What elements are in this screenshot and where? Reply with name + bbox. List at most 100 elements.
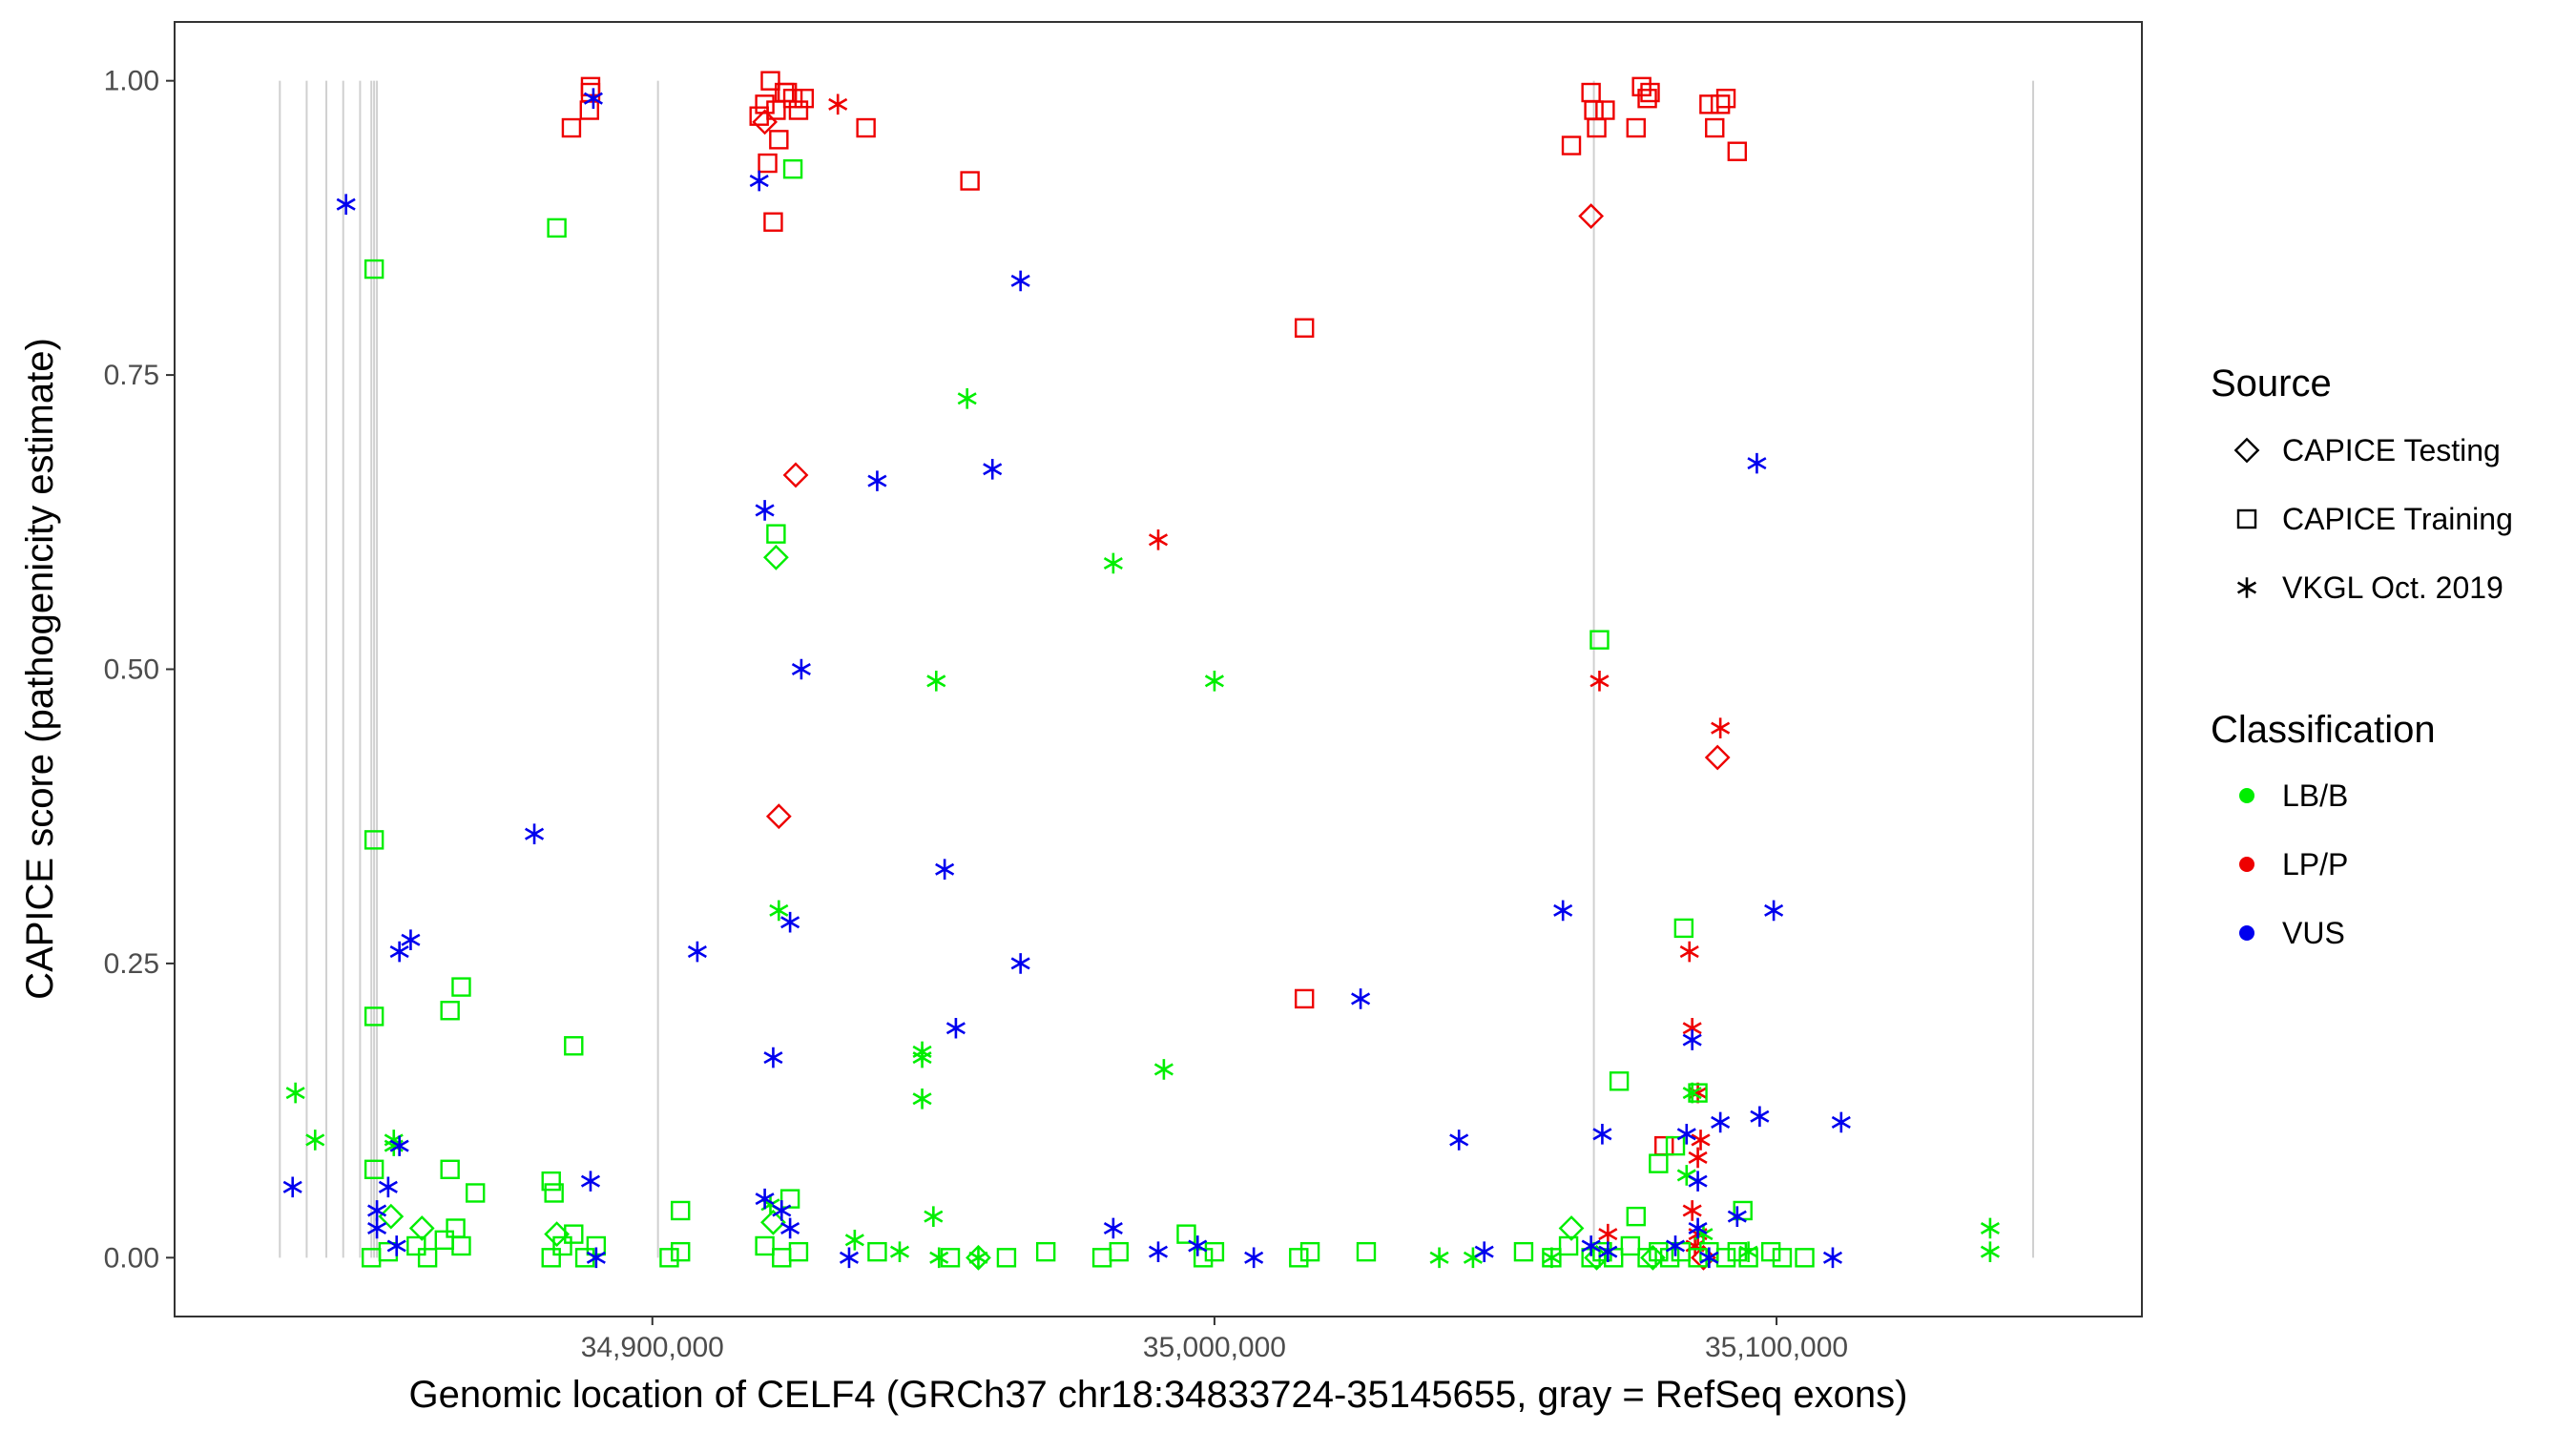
data-point xyxy=(1688,1248,1708,1268)
y-tick-label: 0.25 xyxy=(104,948,159,980)
legend-class-key xyxy=(2239,857,2254,872)
data-point xyxy=(763,1047,783,1068)
data-point xyxy=(779,1189,800,1209)
data-point xyxy=(1620,1235,1641,1256)
data-point xyxy=(1665,1135,1686,1156)
data-point xyxy=(1980,1241,2000,1262)
data-point xyxy=(1682,1082,1702,1104)
data-point xyxy=(1626,1206,1646,1227)
data-point xyxy=(1553,900,1573,922)
data-point xyxy=(926,671,946,692)
data-point xyxy=(766,524,786,544)
data-point xyxy=(687,941,707,963)
y-tick-label: 0.50 xyxy=(104,654,159,686)
data-point xyxy=(406,1235,426,1256)
data-point xyxy=(1637,88,1657,109)
data-point xyxy=(788,1241,809,1262)
data-point xyxy=(367,1200,387,1221)
data-point xyxy=(285,1082,305,1104)
data-point xyxy=(1589,630,1610,650)
data-point xyxy=(1747,452,1767,474)
data-point xyxy=(763,212,783,232)
data-point xyxy=(782,159,803,179)
data-point xyxy=(1626,117,1646,138)
data-point xyxy=(769,130,789,150)
y-axis-title: CAPICE score (pathogenicity estimate) xyxy=(19,338,61,1000)
data-point xyxy=(968,1247,988,1269)
data-point xyxy=(1676,1123,1696,1145)
data-point xyxy=(378,1203,405,1230)
legend-class-key xyxy=(2239,788,2254,803)
data-point xyxy=(1592,1123,1612,1145)
legend-class-key xyxy=(2239,925,2254,941)
data-point xyxy=(389,1135,409,1156)
data-point xyxy=(1299,1241,1320,1262)
data-point xyxy=(1682,1029,1702,1050)
data-point xyxy=(1710,94,1731,114)
data-point xyxy=(1665,1235,1686,1256)
data-point xyxy=(912,1047,932,1068)
data-point xyxy=(1010,953,1030,974)
data-points xyxy=(282,71,2000,1271)
legend-source-title: Source xyxy=(2211,363,2332,404)
data-point xyxy=(465,1183,486,1203)
data-point xyxy=(755,94,775,114)
data-point xyxy=(844,1230,864,1251)
legend-source-label: CAPICE Testing xyxy=(2282,433,2501,467)
data-point xyxy=(305,1130,325,1151)
data-point xyxy=(1351,988,1371,1009)
data-point xyxy=(586,1247,606,1269)
data-point xyxy=(1153,1059,1174,1080)
data-point xyxy=(755,1235,775,1256)
data-point xyxy=(1109,1241,1129,1262)
legend: Source CAPICE Testing CAPICE Training VKGL… xyxy=(2211,363,2513,950)
data-point xyxy=(1558,1215,1585,1241)
data-point xyxy=(791,658,811,680)
data-point xyxy=(1711,717,1731,738)
data-point xyxy=(1592,1241,1612,1262)
data-point xyxy=(769,900,789,922)
data-point xyxy=(1682,1200,1702,1221)
data-point xyxy=(935,859,955,881)
data-point xyxy=(1103,552,1123,574)
data-point xyxy=(1035,1241,1056,1262)
data-point xyxy=(788,100,809,120)
y-axis: 0.00 0.25 0.50 0.75 1.00 xyxy=(104,66,175,1274)
data-point xyxy=(1598,1223,1618,1245)
data-point xyxy=(1727,1241,1748,1262)
data-point xyxy=(1688,1083,1708,1103)
data-point xyxy=(755,1188,775,1210)
data-point xyxy=(564,1224,584,1244)
data-point xyxy=(1204,671,1224,692)
data-point xyxy=(561,117,582,138)
data-point xyxy=(541,1248,561,1268)
data-point xyxy=(1356,1241,1377,1262)
data-point xyxy=(1673,918,1694,939)
x-axis-title: Genomic location of CELF4 (GRCh37 chr18:… xyxy=(409,1374,1908,1416)
data-point xyxy=(1750,1106,1770,1128)
data-point xyxy=(1688,1171,1708,1192)
data-point xyxy=(386,1235,406,1256)
data-point xyxy=(760,71,780,91)
data-point xyxy=(1561,135,1582,156)
legend-source-key xyxy=(2236,508,2257,529)
data-point xyxy=(336,194,356,216)
data-point xyxy=(780,911,800,933)
data-point xyxy=(856,117,876,138)
data-point xyxy=(755,500,775,521)
data-point xyxy=(367,1217,387,1239)
legend-source-label: CAPICE Training xyxy=(2282,502,2513,536)
data-point xyxy=(1294,318,1315,338)
data-point xyxy=(1727,1206,1747,1227)
data-point xyxy=(541,1171,561,1192)
data-point xyxy=(671,1200,691,1221)
data-point xyxy=(1598,1241,1618,1262)
data-point xyxy=(749,170,769,192)
data-point xyxy=(983,458,1003,480)
data-point xyxy=(1640,82,1660,103)
data-point xyxy=(782,462,809,488)
data-point xyxy=(1715,1248,1736,1268)
data-point xyxy=(775,82,795,103)
data-point xyxy=(765,803,792,830)
legend-source-key xyxy=(2233,437,2260,464)
